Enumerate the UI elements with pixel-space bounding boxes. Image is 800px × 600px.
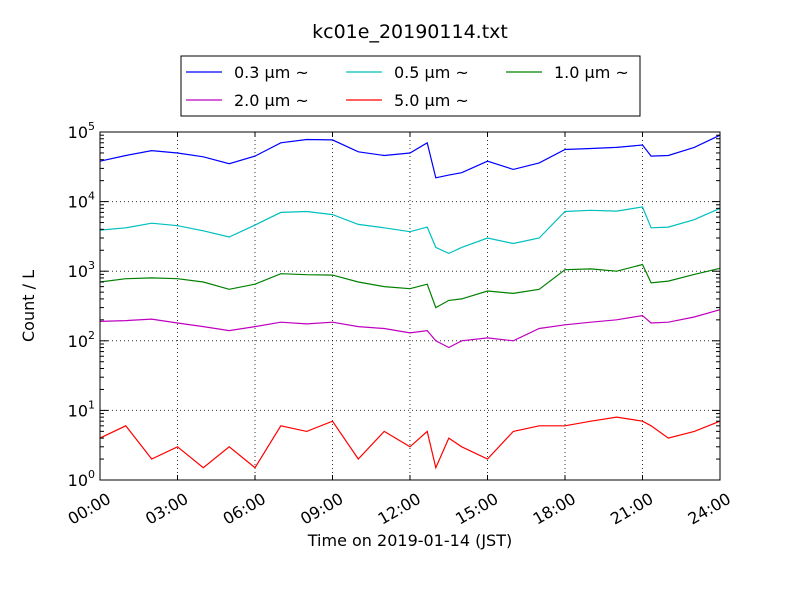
y-tick-label: 105	[68, 120, 95, 142]
y-tick-label: 101	[68, 398, 95, 420]
legend-label: 2.0 µm ~	[234, 91, 309, 110]
y-tick-label: 102	[68, 329, 95, 351]
series-group	[99, 134, 721, 470]
series-line	[99, 309, 721, 349]
series-line	[99, 134, 721, 179]
chart-title: kc01e_20190114.txt	[312, 21, 508, 43]
series-line	[99, 206, 721, 255]
series-line	[99, 416, 721, 470]
y-tick-label: 104	[68, 190, 95, 212]
legend-label: 0.5 µm ~	[394, 63, 469, 82]
legend-frame	[180, 55, 641, 117]
legend-label: 1.0 µm ~	[554, 63, 629, 82]
legend: 0.3 µm ~ 0.5 µm ~ 1.0 µm ~ 2.0 µm ~ 5.0 µm ~	[180, 55, 641, 117]
x-axis-label: Time on 2019-01-14 (JST)	[307, 531, 512, 550]
y-axis-label: Count / L	[19, 270, 38, 342]
series-line	[99, 263, 721, 309]
y-tick-label: 100	[68, 468, 95, 490]
y-tick-label: 103	[68, 259, 95, 281]
legend-label: 0.3 µm ~	[234, 63, 309, 82]
legend-label: 5.0 µm ~	[394, 91, 469, 110]
